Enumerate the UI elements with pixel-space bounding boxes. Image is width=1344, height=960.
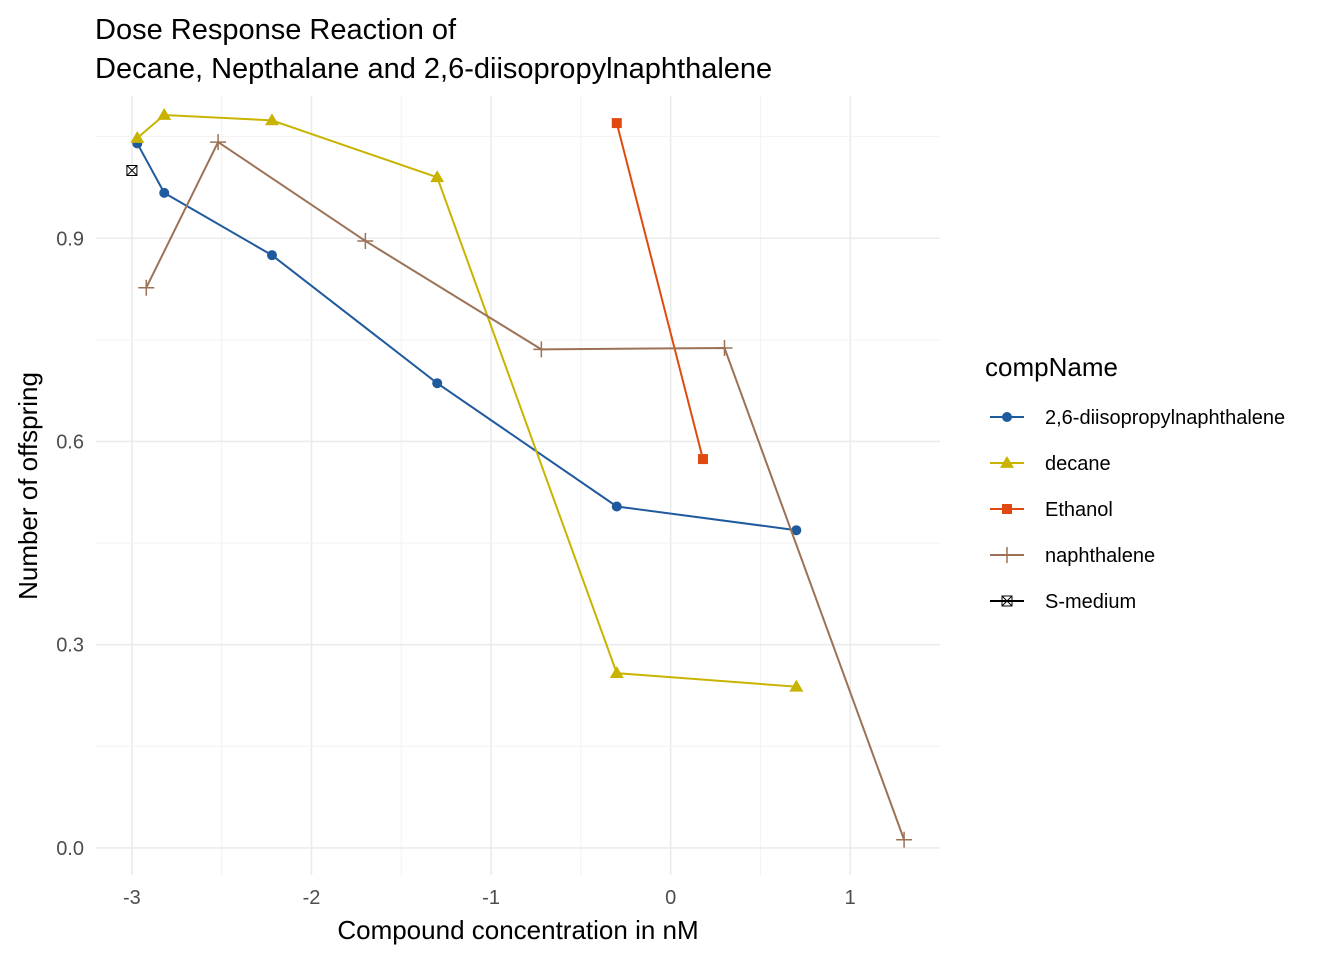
series-line-ethanol: [615, 122, 704, 460]
x-tick-label: -3: [123, 887, 141, 909]
legend-key-marker: [999, 547, 1015, 563]
x-tick-label: 1: [845, 887, 856, 909]
data-point-ethanol: [697, 454, 708, 465]
data-point-naphthalene: [716, 339, 733, 356]
y-tick-label: 0.0: [56, 838, 84, 860]
legend-label: 2,6-diisopropylnaphthalene: [1045, 407, 1285, 429]
legend-label: S-medium: [1045, 591, 1136, 613]
chart-title-line-1: Dose Response Reaction of: [95, 14, 457, 46]
legend-key-marker: [1002, 412, 1012, 422]
series-ethanol: [611, 118, 708, 465]
data-point-decane: [264, 113, 279, 126]
x-axis-title: Compound concentration in nM: [337, 915, 698, 945]
legend: compName 2,6-diisopropylnaphthalene decan…: [985, 352, 1285, 613]
data-point-naphthalene: [357, 232, 374, 249]
data-point-naphthalene: [896, 831, 913, 848]
data-point-naphthalene: [138, 279, 155, 296]
chart-title-line-2: Decane, Nepthalane and 2,6-diisopropylna…: [95, 53, 772, 85]
x-tick-label: 0: [665, 887, 676, 909]
series-s-medium: [126, 165, 138, 177]
y-tick-label: 0.6: [56, 431, 84, 453]
y-tick-label: 0.9: [56, 228, 84, 250]
x-tick-label: -1: [482, 887, 500, 909]
series-line-2-6-diisopropylnaphthalene: [136, 142, 797, 532]
series-layer: [126, 107, 913, 848]
data-point-2-6-diisopropylnaphthalene: [266, 250, 277, 261]
data-point-decane: [430, 170, 445, 183]
legend-item-naphthalene: naphthalene: [990, 545, 1155, 567]
data-point-decane: [609, 666, 624, 679]
legend-key-marker: [1000, 456, 1014, 468]
y-tick-label: 0.3: [56, 635, 84, 657]
series-line-decane: [136, 113, 797, 688]
data-point-naphthalene: [533, 341, 550, 358]
data-point-2-6-diisopropylnaphthalene: [791, 525, 802, 536]
series-line-naphthalene: [145, 140, 906, 841]
data-point-2-6-diisopropylnaphthalene: [611, 501, 622, 512]
legend-item-ethanol: Ethanol: [990, 499, 1113, 521]
legend-item-s-medium: S-medium: [990, 591, 1136, 613]
data-point-decane: [130, 130, 145, 143]
legend-item-2-6-diisopropylnaphthalene: 2,6-diisopropylnaphthalene: [990, 407, 1285, 429]
legend-key-marker: [1001, 595, 1013, 607]
data-point-2-6-diisopropylnaphthalene: [432, 378, 443, 389]
legend-label: naphthalene: [1045, 545, 1155, 567]
axes: -3 -2 -1 0 1 0.0 0.3 0.6 0.9: [56, 228, 856, 909]
data-point-decane: [157, 107, 172, 120]
series-naphthalene: [138, 134, 913, 848]
series-2-6-diisopropylnaphthalene: [132, 138, 802, 536]
legend-item-decane: decane: [990, 453, 1111, 475]
y-axis-title: Number of offspring: [13, 372, 43, 600]
data-point-decane: [789, 679, 804, 692]
legend-label: decane: [1045, 453, 1111, 475]
legend-label: Ethanol: [1045, 499, 1113, 521]
series-decane: [130, 107, 804, 692]
data-point-naphthalene: [210, 134, 227, 151]
legend-key-marker: [1002, 504, 1012, 514]
x-tick-label: -2: [303, 887, 321, 909]
grid: [96, 96, 940, 875]
legend-title: compName: [985, 352, 1118, 382]
data-point-ethanol: [611, 118, 622, 129]
data-point-2-6-diisopropylnaphthalene: [159, 187, 170, 198]
data-point-s-medium: [126, 165, 138, 177]
